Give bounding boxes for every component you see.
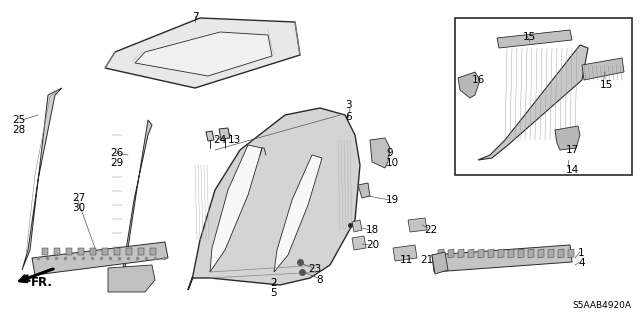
Polygon shape bbox=[90, 248, 96, 255]
Text: 28: 28 bbox=[12, 125, 25, 135]
Polygon shape bbox=[138, 248, 144, 255]
Polygon shape bbox=[22, 88, 62, 270]
Polygon shape bbox=[274, 155, 322, 272]
Polygon shape bbox=[438, 249, 444, 258]
Text: 24: 24 bbox=[213, 135, 227, 145]
Polygon shape bbox=[105, 18, 300, 88]
Polygon shape bbox=[206, 131, 214, 141]
Polygon shape bbox=[558, 249, 564, 258]
Polygon shape bbox=[126, 248, 132, 255]
Polygon shape bbox=[468, 249, 474, 258]
Polygon shape bbox=[582, 58, 624, 80]
Polygon shape bbox=[66, 248, 72, 255]
Polygon shape bbox=[219, 128, 230, 139]
Polygon shape bbox=[54, 248, 60, 255]
Text: 3: 3 bbox=[345, 100, 351, 110]
Polygon shape bbox=[508, 249, 514, 258]
Text: 25: 25 bbox=[12, 115, 25, 125]
Text: FR.: FR. bbox=[31, 276, 53, 288]
Polygon shape bbox=[393, 245, 417, 261]
Text: 4: 4 bbox=[578, 258, 584, 268]
Polygon shape bbox=[112, 120, 152, 280]
Polygon shape bbox=[518, 249, 524, 258]
Text: 27: 27 bbox=[72, 193, 85, 203]
Text: 23: 23 bbox=[308, 264, 321, 274]
Polygon shape bbox=[370, 138, 390, 168]
Polygon shape bbox=[498, 249, 504, 258]
Text: 26: 26 bbox=[110, 148, 124, 158]
Polygon shape bbox=[458, 72, 480, 98]
Text: 15: 15 bbox=[523, 32, 536, 42]
Polygon shape bbox=[488, 249, 494, 258]
Text: 13: 13 bbox=[228, 135, 241, 145]
Polygon shape bbox=[478, 249, 484, 258]
Text: 8: 8 bbox=[316, 275, 323, 285]
Text: 21: 21 bbox=[420, 255, 433, 265]
Polygon shape bbox=[432, 252, 448, 274]
Polygon shape bbox=[108, 265, 155, 292]
Text: 5: 5 bbox=[270, 288, 276, 298]
Polygon shape bbox=[408, 218, 427, 232]
Text: 1: 1 bbox=[578, 248, 584, 258]
Polygon shape bbox=[135, 32, 272, 76]
Text: 22: 22 bbox=[424, 225, 437, 235]
Text: 14: 14 bbox=[566, 165, 579, 175]
Text: 10: 10 bbox=[386, 158, 399, 168]
Polygon shape bbox=[548, 249, 554, 258]
Polygon shape bbox=[352, 220, 362, 232]
Polygon shape bbox=[448, 249, 454, 258]
Polygon shape bbox=[352, 236, 366, 250]
Polygon shape bbox=[78, 248, 84, 255]
Polygon shape bbox=[42, 248, 48, 255]
Bar bbox=[455, 18, 632, 175]
Text: 17: 17 bbox=[566, 145, 579, 155]
Text: S5AAB4920A: S5AAB4920A bbox=[572, 301, 631, 310]
Text: 16: 16 bbox=[472, 75, 485, 85]
Polygon shape bbox=[114, 248, 120, 255]
Text: 2: 2 bbox=[270, 278, 276, 288]
Polygon shape bbox=[538, 249, 544, 258]
Polygon shape bbox=[528, 249, 534, 258]
Polygon shape bbox=[210, 145, 262, 272]
Polygon shape bbox=[150, 248, 156, 255]
Polygon shape bbox=[432, 245, 572, 272]
Text: 6: 6 bbox=[345, 112, 351, 122]
Polygon shape bbox=[497, 30, 572, 48]
Text: 30: 30 bbox=[72, 203, 85, 213]
Text: 9: 9 bbox=[386, 148, 392, 158]
Text: 18: 18 bbox=[366, 225, 380, 235]
Polygon shape bbox=[32, 242, 168, 275]
Polygon shape bbox=[478, 45, 588, 160]
Polygon shape bbox=[102, 248, 108, 255]
Text: 19: 19 bbox=[386, 195, 399, 205]
Text: 20: 20 bbox=[366, 240, 379, 250]
Text: 29: 29 bbox=[110, 158, 124, 168]
Text: 15: 15 bbox=[600, 80, 613, 90]
Polygon shape bbox=[555, 126, 580, 150]
Polygon shape bbox=[188, 108, 360, 290]
Text: 7: 7 bbox=[192, 12, 198, 22]
Text: 11: 11 bbox=[400, 255, 413, 265]
Polygon shape bbox=[458, 249, 464, 258]
Polygon shape bbox=[568, 249, 574, 258]
Polygon shape bbox=[358, 183, 370, 198]
